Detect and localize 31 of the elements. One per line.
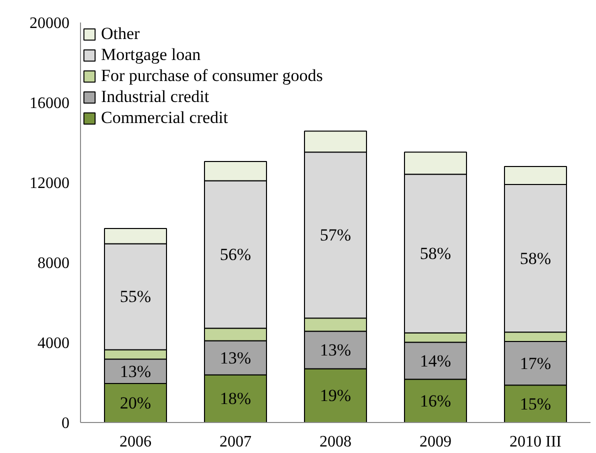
legend-label: Mortgage loan xyxy=(101,45,201,65)
x-tick-label: 2008 xyxy=(320,434,352,450)
annotation: 58% xyxy=(520,248,552,268)
y-tick-label: 12000 xyxy=(30,175,70,192)
annotation: 13% xyxy=(320,340,352,360)
annotation: 16% xyxy=(420,391,452,410)
annotation: 17% xyxy=(520,354,552,373)
annotation: 20% xyxy=(120,394,152,412)
annotation: 55% xyxy=(120,287,152,306)
legend-label: Commercial credit xyxy=(101,108,228,128)
x-tick-label: 2010 III xyxy=(510,434,562,450)
y-tick-label: 20000 xyxy=(30,15,70,32)
annotation: 58% xyxy=(420,244,452,264)
y-tick-label: 0 xyxy=(62,415,70,432)
annotation: 15% xyxy=(520,394,552,414)
y-tick-label: 16000 xyxy=(30,95,70,112)
annotation: 18% xyxy=(220,389,252,408)
annotation: 13% xyxy=(120,362,152,381)
annotation: 57% xyxy=(320,226,352,245)
x-tick-label: 2006 xyxy=(120,434,152,450)
x-tick-label: 2009 xyxy=(420,434,452,450)
annotation: 14% xyxy=(420,351,452,370)
x-tick-label: 2007 xyxy=(220,434,252,450)
legend-label: Industrial credit xyxy=(101,87,210,107)
legend-label: For purchase of consumer goods xyxy=(101,66,323,86)
legend-label: Other xyxy=(101,24,140,44)
annotation: 19% xyxy=(320,386,352,406)
annotation: 56% xyxy=(220,245,252,264)
y-tick-label: 8000 xyxy=(38,255,70,272)
annotation: 13% xyxy=(220,348,252,368)
y-tick-label: 4000 xyxy=(38,335,70,352)
